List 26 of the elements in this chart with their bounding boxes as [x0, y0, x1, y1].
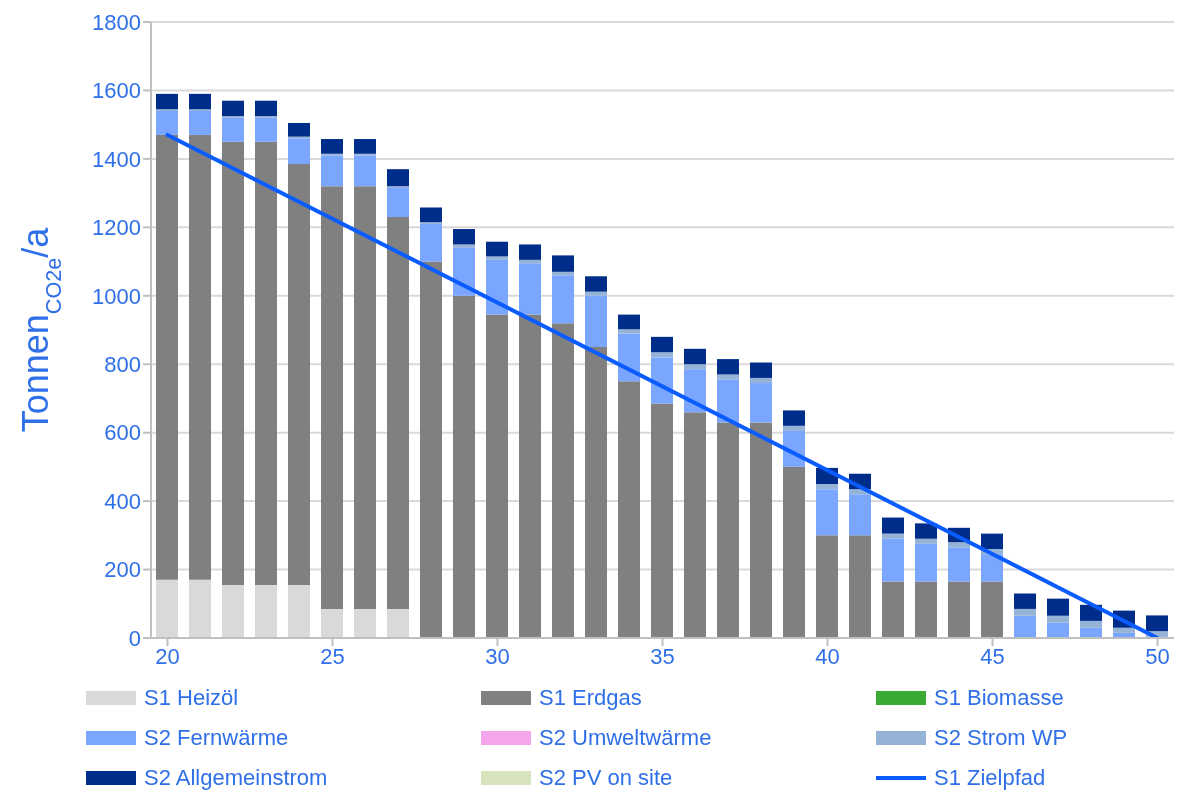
legend-label: S1 Heizöl	[144, 685, 239, 711]
legend-label: S1 Zielpfad	[934, 765, 1046, 791]
x-tick-label: 50	[1145, 643, 1170, 669]
legend-label: S2 PV on site	[539, 765, 673, 791]
legend-label: S2 Fernwärme	[144, 725, 289, 751]
legend-label: S1 Biomasse	[934, 685, 1064, 711]
legend-label: S2 Allgemeinstrom	[144, 765, 328, 791]
y-tick-label: 200	[104, 557, 141, 583]
legend-label: S2 Strom WP	[934, 725, 1068, 751]
y-tick-label: 600	[104, 420, 141, 446]
x-tick-label: 45	[980, 643, 1005, 669]
y-tick-label: 1400	[92, 146, 141, 172]
legend-label: S2 Umweltwärme	[539, 725, 712, 751]
x-tick-label: 30	[485, 643, 510, 669]
x-tick-label: 35	[650, 643, 675, 669]
legend-label: S1 Erdgas	[539, 685, 642, 711]
x-tick-label: 25	[320, 643, 345, 669]
x-tick-label: 20	[155, 643, 180, 669]
y-tick-label: 1200	[92, 215, 141, 241]
y-tick-label: 800	[104, 352, 141, 378]
y-tick-label: 1800	[92, 9, 141, 35]
y-tick-label: 1000	[92, 283, 141, 309]
x-tick-label: 40	[815, 643, 840, 669]
y-tick-label: 400	[104, 488, 141, 514]
y-tick-label: 0	[128, 625, 141, 651]
y-tick-label: 1600	[92, 78, 141, 104]
